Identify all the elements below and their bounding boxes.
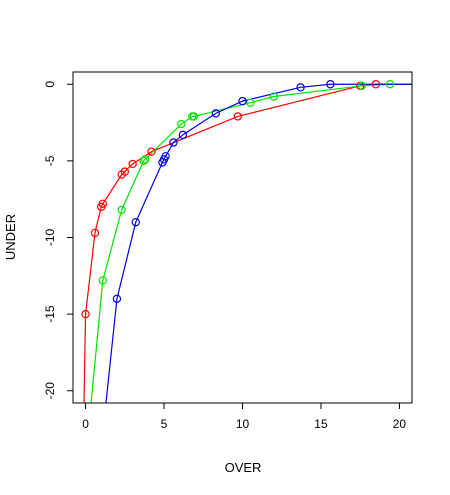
y-tick-label-5: -20 xyxy=(43,382,57,400)
x-tick-label-1: 0 xyxy=(82,417,89,431)
plot-series-group xyxy=(83,83,412,403)
y-axis-title: UNDER xyxy=(3,214,18,260)
series-2-point-9 xyxy=(269,92,279,101)
y-tick-label-4: -15 xyxy=(43,305,57,323)
series-2-point-1 xyxy=(98,276,108,285)
series-line-3 xyxy=(105,83,412,403)
series-1-point-1 xyxy=(81,309,90,319)
series-line-2 xyxy=(90,83,412,403)
series-3-point-1 xyxy=(112,294,122,303)
series-3-point-11 xyxy=(326,80,335,89)
series-3-point-7 xyxy=(178,130,188,140)
x-tick-label-5: 20 xyxy=(393,417,407,431)
x-tick-label-3: 10 xyxy=(236,417,250,431)
series-3-point-9 xyxy=(238,96,247,106)
series-3-point-2 xyxy=(131,217,140,227)
series-1-point-4 xyxy=(98,199,108,208)
series-3-point-5 xyxy=(161,152,170,161)
plot-markers-group xyxy=(81,80,395,319)
x-tick-label-2: 5 xyxy=(161,417,168,431)
plot-frame xyxy=(72,71,413,404)
series-1-point-11 xyxy=(371,80,381,89)
series-3-point-10 xyxy=(296,83,305,92)
x-axis: 0 5 10 15 20 xyxy=(82,403,406,431)
series-2-point-3 xyxy=(139,156,148,166)
x-axis-title: OVER xyxy=(225,460,262,475)
series-line-1 xyxy=(83,83,412,403)
series-3-point-8 xyxy=(211,109,221,118)
series-1-point-2 xyxy=(90,228,100,238)
y-tick-label-3: -10 xyxy=(43,229,57,247)
y-tick-label-1: 0 xyxy=(43,81,57,88)
series-2-point-2 xyxy=(117,205,126,215)
x-tick-label-4: 15 xyxy=(314,417,328,431)
series-1-point-9 xyxy=(233,112,242,121)
series-1-point-6 xyxy=(120,167,129,176)
y-axis: 0 -5 -10 -15 -20 xyxy=(43,81,73,400)
series-2-point-4 xyxy=(140,155,150,164)
series-2-point-5 xyxy=(177,119,186,129)
series-2-point-7 xyxy=(189,112,199,121)
y-tick-label-2: -5 xyxy=(43,155,57,166)
series-3-point-6 xyxy=(169,138,178,147)
series-2-point-8 xyxy=(246,98,255,107)
series-2-point-10 xyxy=(357,81,366,90)
series-2-point-11 xyxy=(385,80,395,89)
series-1-point-7 xyxy=(128,159,137,169)
series-1-point-8 xyxy=(147,147,156,156)
